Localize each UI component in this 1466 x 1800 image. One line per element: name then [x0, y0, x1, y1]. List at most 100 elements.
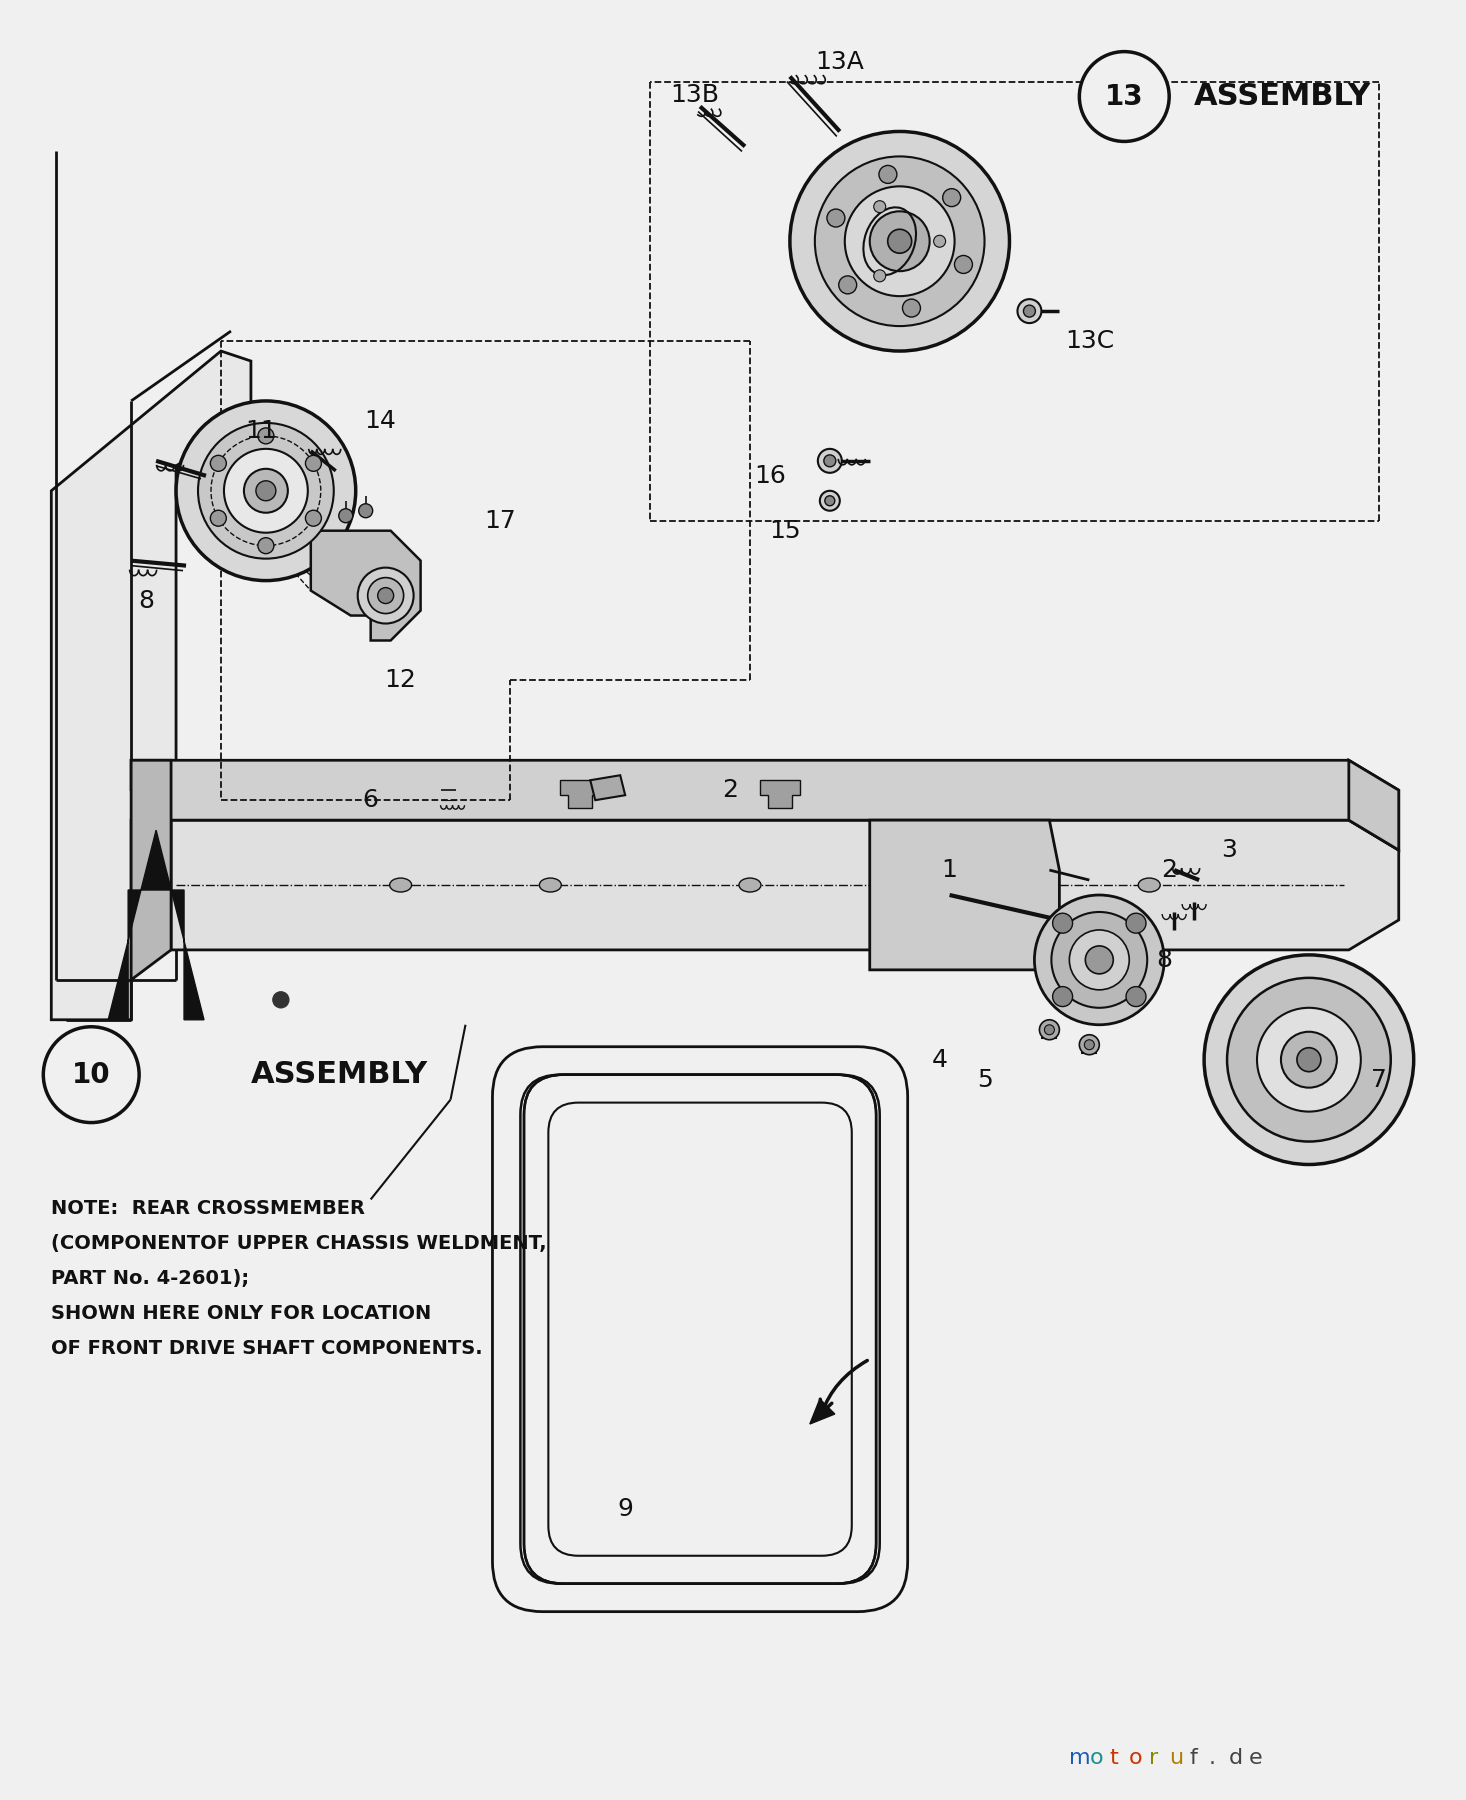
Circle shape	[1204, 954, 1413, 1165]
FancyBboxPatch shape	[493, 1048, 907, 1611]
Circle shape	[257, 481, 276, 500]
Text: 8: 8	[1157, 949, 1173, 972]
Text: 10: 10	[72, 1060, 110, 1089]
Circle shape	[1297, 1048, 1321, 1071]
Circle shape	[224, 448, 308, 533]
Circle shape	[815, 157, 985, 326]
Circle shape	[1051, 913, 1148, 1008]
Circle shape	[305, 509, 321, 526]
Text: 13B: 13B	[670, 83, 720, 106]
Circle shape	[839, 275, 856, 293]
Circle shape	[1085, 1040, 1094, 1049]
Text: 13A: 13A	[815, 50, 865, 74]
Polygon shape	[108, 830, 204, 1021]
Circle shape	[825, 495, 834, 506]
Text: 9: 9	[617, 1498, 633, 1521]
Text: t: t	[1110, 1748, 1119, 1768]
Text: 14: 14	[365, 409, 397, 434]
Text: ASSEMBLY: ASSEMBLY	[1195, 83, 1371, 112]
Circle shape	[1085, 947, 1113, 974]
Circle shape	[210, 509, 226, 526]
Text: (COMPONENTOF UPPER CHASSIS WELDMENT,: (COMPONENTOF UPPER CHASSIS WELDMENT,	[51, 1235, 547, 1253]
Circle shape	[827, 209, 844, 227]
Text: 6: 6	[362, 788, 378, 812]
Circle shape	[888, 229, 912, 254]
Circle shape	[1039, 1021, 1060, 1040]
Ellipse shape	[739, 878, 761, 893]
Circle shape	[359, 504, 372, 518]
Text: 5: 5	[976, 1067, 992, 1091]
Polygon shape	[172, 821, 1399, 950]
Text: 2: 2	[723, 778, 737, 803]
Circle shape	[273, 992, 289, 1008]
Circle shape	[824, 455, 836, 466]
Circle shape	[258, 428, 274, 445]
Circle shape	[198, 423, 334, 558]
Circle shape	[954, 256, 972, 274]
Circle shape	[1069, 931, 1129, 990]
Text: o: o	[1129, 1748, 1143, 1768]
Circle shape	[844, 187, 954, 297]
Ellipse shape	[1138, 878, 1160, 893]
Circle shape	[1227, 977, 1391, 1141]
Polygon shape	[759, 779, 800, 808]
Text: PART No. 4-2601);: PART No. 4-2601);	[51, 1269, 249, 1289]
Text: u: u	[1170, 1748, 1183, 1768]
Circle shape	[1126, 986, 1146, 1006]
Circle shape	[258, 538, 274, 554]
Text: NOTE:  REAR CROSSMEMBER: NOTE: REAR CROSSMEMBER	[51, 1199, 365, 1219]
Polygon shape	[311, 531, 421, 641]
Circle shape	[1053, 986, 1073, 1006]
Text: 13: 13	[1105, 83, 1143, 110]
Polygon shape	[809, 1399, 834, 1424]
Text: m: m	[1069, 1748, 1091, 1768]
Text: .: .	[1209, 1748, 1217, 1768]
Circle shape	[339, 509, 353, 522]
Polygon shape	[1349, 760, 1399, 850]
Polygon shape	[130, 760, 172, 979]
Polygon shape	[51, 351, 251, 1021]
Circle shape	[1281, 1031, 1337, 1087]
Text: 3: 3	[1221, 839, 1237, 862]
Text: 16: 16	[754, 464, 786, 488]
Text: 17: 17	[485, 509, 516, 533]
Text: 11: 11	[245, 419, 277, 443]
Text: 2: 2	[1161, 859, 1177, 882]
Ellipse shape	[539, 878, 561, 893]
Circle shape	[869, 211, 929, 272]
Text: ASSEMBLY: ASSEMBLY	[251, 1060, 428, 1089]
Text: OF FRONT DRIVE SHAFT COMPONENTS.: OF FRONT DRIVE SHAFT COMPONENTS.	[51, 1339, 482, 1359]
Polygon shape	[130, 760, 1399, 850]
Text: d: d	[1229, 1748, 1243, 1768]
Circle shape	[305, 455, 321, 472]
Circle shape	[880, 166, 897, 184]
Text: e: e	[1249, 1748, 1262, 1768]
Polygon shape	[560, 779, 600, 808]
Circle shape	[790, 131, 1010, 351]
Circle shape	[874, 270, 885, 283]
Text: 15: 15	[770, 518, 800, 544]
Text: 7: 7	[1371, 1067, 1387, 1091]
Text: o: o	[1089, 1748, 1102, 1768]
Circle shape	[943, 189, 960, 207]
Circle shape	[1053, 913, 1073, 932]
Circle shape	[819, 491, 840, 511]
Circle shape	[243, 468, 287, 513]
Circle shape	[818, 448, 841, 473]
Circle shape	[1023, 306, 1035, 317]
Polygon shape	[869, 821, 1060, 970]
Circle shape	[358, 567, 413, 623]
Circle shape	[44, 1026, 139, 1123]
Circle shape	[903, 299, 921, 317]
Text: f: f	[1189, 1748, 1198, 1768]
Text: 1: 1	[941, 859, 957, 882]
Circle shape	[934, 236, 946, 247]
Circle shape	[1256, 1008, 1360, 1112]
Text: r: r	[1149, 1748, 1158, 1768]
Circle shape	[368, 578, 403, 614]
Circle shape	[1017, 299, 1041, 322]
Text: 13C: 13C	[1064, 329, 1114, 353]
Text: 12: 12	[384, 668, 416, 693]
Circle shape	[210, 455, 226, 472]
Circle shape	[1035, 895, 1164, 1024]
